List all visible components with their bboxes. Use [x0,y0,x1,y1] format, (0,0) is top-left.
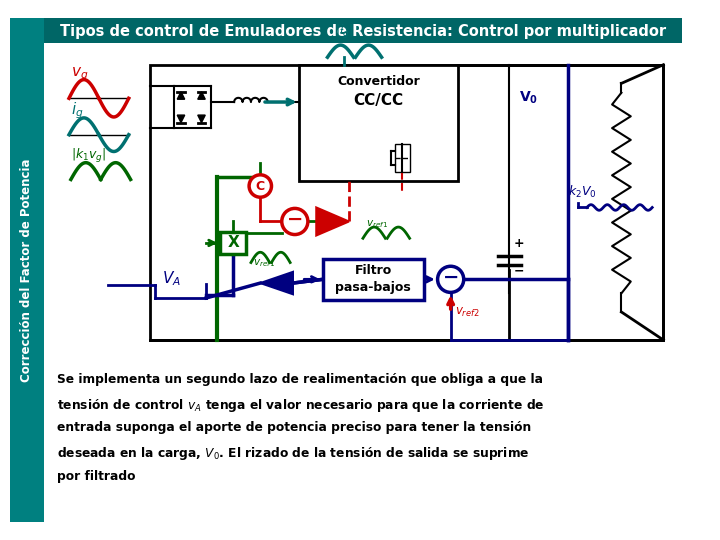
Text: entrada suponga el aporte de potencia preciso para tener la tensión: entrada suponga el aporte de potencia pr… [57,421,531,434]
Bar [44,18,682,43]
Polygon shape [316,207,349,235]
Text: +: + [514,237,525,249]
Text: CC/CC: CC/CC [354,93,404,107]
Text: $v_{ref1}$: $v_{ref1}$ [253,258,275,269]
Bar [150,65,663,340]
Polygon shape [177,92,185,99]
Text: $v_g$: $v_g$ [71,65,89,83]
Text: $\mathbf{V_0}$: $\mathbf{V_0}$ [519,90,538,106]
Circle shape [249,175,271,197]
Bar [300,65,458,181]
Text: C: C [256,179,265,193]
Polygon shape [198,92,205,99]
Polygon shape [177,115,185,123]
Text: pasa-bajos: pasa-bajos [336,281,411,294]
Text: Se implementa un segundo lazo de realimentación que obliga a que la: Se implementa un segundo lazo de realime… [57,373,543,386]
Polygon shape [198,115,205,123]
Text: $k_2 V_0$: $k_2 V_0$ [568,184,597,200]
Text: Corrección del Factor de Potencia: Corrección del Factor de Potencia [20,158,34,382]
Text: Convertidor: Convertidor [338,75,420,88]
Text: −: − [514,265,525,278]
Polygon shape [261,272,293,294]
Text: deseada en la carga, $V_0$. El rizado de la tensión de salida se suprime: deseada en la carga, $V_0$. El rizado de… [57,446,529,462]
Text: tensión de control $v_A$ tenga el valor necesario para que la corriente de: tensión de control $v_A$ tenga el valor … [57,397,544,414]
Bar [10,18,44,522]
Circle shape [438,266,464,292]
Text: X: X [228,235,239,251]
Text: $V_A$: $V_A$ [162,269,181,288]
Text: $v_{ref1}$: $v_{ref1}$ [366,218,388,230]
Text: −: − [287,210,303,229]
Text: Filtro: Filtro [354,265,392,278]
Text: −: − [443,268,459,287]
Text: $|k_1 v_g|$: $|k_1 v_g|$ [71,147,106,165]
Text: $i_g$: $i_g$ [71,100,84,121]
Text: $|i_g|$: $|i_g|$ [335,23,353,42]
Text: Tipos de control de Emuladores de Resistencia: Control por multiplicador: Tipos de control de Emuladores de Resist… [60,24,666,39]
Bar [323,259,423,300]
Bar [220,232,246,254]
Bar [395,144,410,172]
Circle shape [282,208,308,234]
Text: $v_{ref2}$: $v_{ref2}$ [455,306,480,319]
Text: por filtrado: por filtrado [57,470,135,483]
